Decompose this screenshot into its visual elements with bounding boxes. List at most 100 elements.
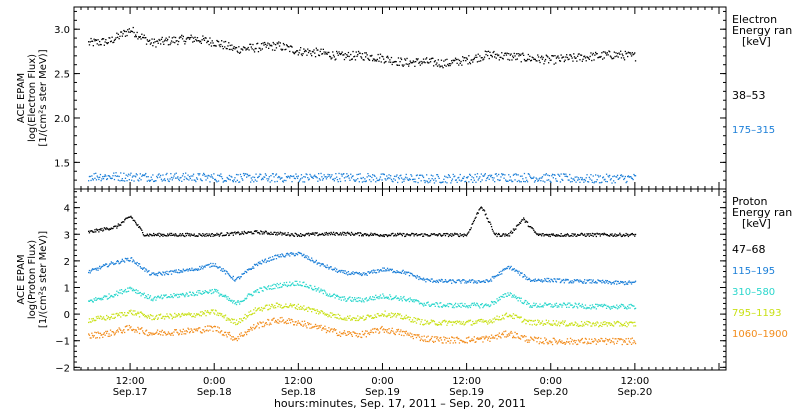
data-point: [580, 176, 582, 179]
data-point: [226, 271, 228, 273]
data-point: [429, 280, 432, 282]
data-point: [368, 58, 370, 61]
data-point: [160, 273, 163, 275]
data-point: [273, 283, 275, 285]
data-point: [436, 62, 438, 64]
data-point: [478, 305, 480, 308]
data-point: [605, 322, 608, 324]
data-point: [608, 50, 610, 52]
data-point: [303, 256, 306, 259]
data-point: [220, 294, 222, 296]
data-point: [332, 314, 334, 316]
data-point: [537, 305, 540, 308]
data-point: [415, 61, 417, 63]
data-point: [527, 278, 529, 280]
data-point: [267, 260, 269, 262]
data-point: [300, 174, 303, 176]
data-point: [468, 319, 470, 322]
data-point: [481, 321, 483, 323]
data-point: [483, 280, 485, 282]
data-point: [258, 47, 260, 49]
data-point: [143, 235, 145, 237]
data-point: [220, 330, 222, 333]
data-point: [411, 232, 414, 235]
data-point: [513, 268, 515, 270]
data-point: [359, 52, 361, 54]
data-point: [488, 178, 490, 180]
data-point: [99, 332, 102, 334]
data-point: [246, 315, 248, 317]
data-point: [138, 177, 141, 179]
data-point: [585, 235, 587, 237]
data-point: [423, 233, 425, 235]
data-point: [465, 180, 467, 182]
data-point: [350, 177, 353, 179]
data-point: [217, 289, 219, 292]
data-point: [538, 178, 540, 180]
data-point: [282, 48, 284, 51]
data-point: [224, 180, 227, 182]
data-point: [427, 182, 429, 184]
data-point: [215, 289, 217, 291]
data-point: [148, 332, 150, 334]
data-point: [113, 39, 116, 41]
data-point: [489, 174, 491, 176]
data-point: [311, 176, 314, 178]
data-point: [573, 178, 575, 180]
data-point: [372, 234, 375, 236]
data-point: [261, 48, 263, 50]
data-point: [169, 43, 171, 46]
data-point: [208, 291, 210, 293]
data-point: [528, 226, 530, 228]
data-point: [337, 270, 339, 273]
data-point: [109, 297, 111, 299]
data-point: [223, 270, 225, 272]
data-point: [239, 51, 242, 53]
data-point: [289, 255, 291, 257]
data-point: [433, 321, 436, 323]
data-point: [586, 174, 588, 176]
data-point: [472, 222, 474, 225]
data-point: [575, 279, 577, 282]
data-point: [357, 273, 360, 275]
data-point: [411, 61, 414, 64]
data-point: [168, 234, 170, 236]
series-points: [88, 172, 637, 184]
data-point: [445, 304, 447, 306]
data-point: [572, 307, 574, 309]
data-point: [188, 176, 191, 178]
data-point: [222, 295, 224, 297]
data-point: [321, 53, 323, 55]
data-point: [520, 297, 522, 299]
data-point: [217, 40, 219, 42]
data-point: [339, 269, 341, 272]
data-point: [275, 47, 278, 49]
data-point: [490, 320, 493, 322]
data-point: [322, 292, 324, 295]
data-point: [502, 294, 504, 296]
data-point: [285, 303, 287, 305]
data-point: [460, 282, 462, 284]
data-point: [447, 233, 449, 235]
data-point: [311, 308, 314, 310]
data-point: [118, 175, 120, 178]
data-point: [559, 303, 561, 306]
data-point: [132, 288, 134, 290]
data-point: [168, 296, 170, 298]
data-point: [185, 269, 187, 272]
data-point: [251, 295, 253, 297]
data-point: [602, 306, 604, 308]
data-point: [99, 40, 101, 43]
data-point: [155, 234, 157, 236]
data-point: [249, 268, 251, 271]
data-point: [450, 321, 452, 323]
data-point: [411, 232, 413, 235]
data-point: [289, 285, 292, 287]
data-point: [398, 271, 400, 274]
data-point: [173, 271, 175, 273]
data-point: [523, 217, 525, 219]
data-point: [317, 180, 319, 182]
data-point: [634, 321, 636, 323]
data-point: [625, 181, 627, 184]
